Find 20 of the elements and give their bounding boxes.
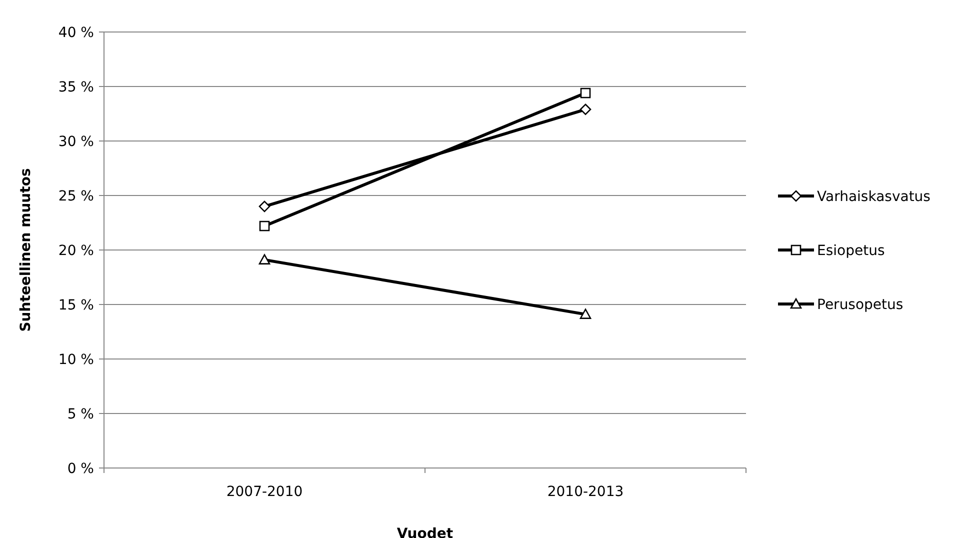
y-tick-label: 10 %: [58, 352, 94, 368]
y-tick-label: 40 %: [58, 24, 94, 41]
y-tick-label: 35 %: [58, 79, 94, 96]
y-tick-label: 15 %: [58, 297, 94, 314]
point: [259, 220, 270, 232]
y-axis-title: Suhteellinen muutos: [18, 168, 34, 332]
x-tick-label: 2010-2013: [547, 484, 624, 500]
y-tick-label: 0 %: [67, 460, 94, 477]
y-tick-label: 5 %: [67, 406, 94, 422]
legend-label: Perusopetus: [817, 296, 904, 313]
legend-label: Varhaiskasvatus: [817, 188, 930, 205]
y-tick-label: 20 %: [58, 242, 94, 259]
point: [580, 88, 591, 98]
point: [258, 200, 270, 212]
y-tick-label: 25 %: [58, 188, 94, 204]
y-tick-label: 30 %: [58, 134, 94, 150]
x-tick-label: 2007-2010: [226, 484, 303, 500]
legend-label: Esiopetus: [817, 242, 885, 259]
point: [580, 104, 592, 116]
x-axis-title: Vuodet: [396, 526, 454, 538]
